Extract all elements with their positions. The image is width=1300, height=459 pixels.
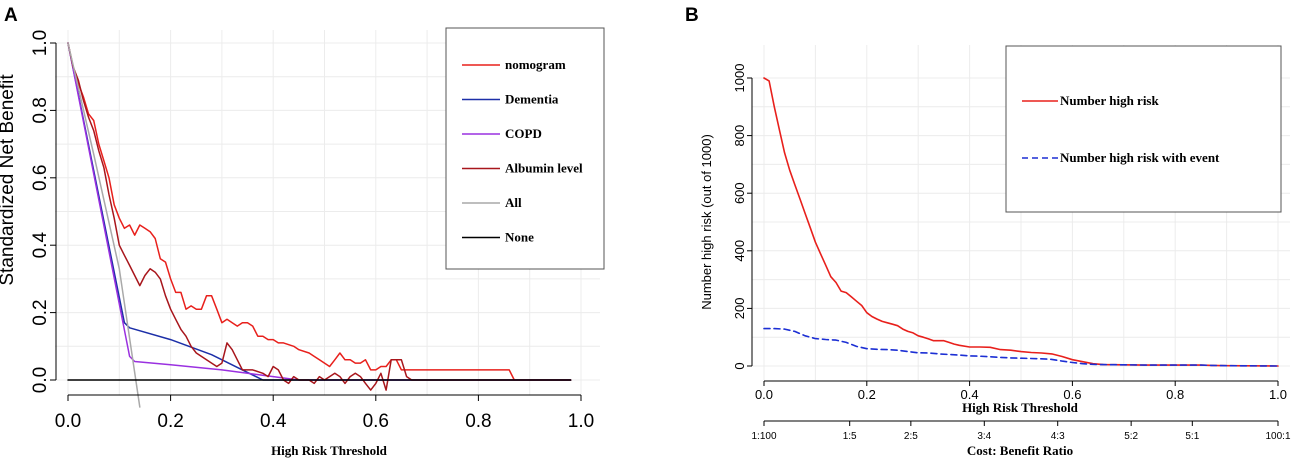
panel-a-y-ticks: 0.0 0.2 0.4 0.6 0.8 1.0 xyxy=(30,30,56,393)
panel-a-y-axis-title: Standardized Net Benefit xyxy=(0,74,18,286)
panel-b-legend-label: Number high risk with event xyxy=(1060,150,1220,165)
panel-b-cost-benefit-tick-label: 2:5 xyxy=(904,431,918,442)
panel-a-y-tick-label: 0.4 xyxy=(30,232,51,259)
panel-a-axes xyxy=(55,43,581,396)
panel-b-y-axis-title: Number high risk (out of 1000) xyxy=(699,134,714,310)
panel-a-legend-label: None xyxy=(505,230,534,245)
panel-a-series xyxy=(67,42,572,408)
panel-b-cost-benefit-tick-label: 5:2 xyxy=(1124,431,1138,442)
panel-a-y-tick-label: 0.2 xyxy=(30,299,51,325)
panel-b-y-tick-label: 1000 xyxy=(732,64,747,93)
panel-b-cost-benefit-tick-label: 4:3 xyxy=(1051,431,1065,442)
panel-b-y-ticks: 0 200 400 600 800 1000 xyxy=(732,64,752,370)
panel-b-x-tick-label: 0.8 xyxy=(1166,387,1184,402)
panel-b-cost-benefit-tick-label: 3:4 xyxy=(977,431,991,442)
panel-b-label: B xyxy=(685,5,699,26)
panel-b-series-number-high-risk-with-event xyxy=(763,327,1279,367)
panel-b-x-tick-label: 0.0 xyxy=(755,387,773,402)
panel-a-legend-label: All xyxy=(505,195,522,210)
panel-a-legend-label: COPD xyxy=(505,126,542,141)
panel-b-cost-benefit-tick-label: 100:1 xyxy=(1265,431,1290,442)
panel-a-y-tick-label: 0.0 xyxy=(30,367,51,393)
panel-a-y-tick-label: 0.8 xyxy=(30,97,51,123)
panel-a-label: A xyxy=(4,5,18,26)
panel-b-y-tick-label: 0 xyxy=(732,362,747,369)
panel-a-legend-label: Albumin level xyxy=(505,161,583,176)
panel-b-x-tick-label: 0.4 xyxy=(961,387,979,402)
panel-b-cost-benefit-axis: 1:100 1:5 2:5 3:4 4:3 5:2 5:1 100:1 xyxy=(751,420,1291,442)
panel-a-y-tick-label: 0.6 xyxy=(30,165,51,191)
panel-b-series-number-high-risk xyxy=(763,77,1279,367)
panel-a-series-nomogram xyxy=(67,42,572,381)
panel-a-legend-label: Dementia xyxy=(505,92,559,107)
panel-b-y-tick-label: 600 xyxy=(732,182,747,204)
panel-b-chart: 0.0 0.2 0.4 0.6 0.8 1.0 0 200 400 600 800 1000 Hig… xyxy=(699,45,1291,458)
panel-b-cost-benefit-tick-label: 1:5 xyxy=(843,431,857,442)
panel-a-chart: 0.0 0.2 0.4 0.6 0.8 1.0 0.0 0.2 0.4 0.6 0.8 1.0 Hi… xyxy=(0,27,605,458)
panel-b-legend-label: Number high risk xyxy=(1060,93,1159,108)
panel-b-x-axis-title: High Risk Threshold xyxy=(962,400,1079,415)
panel-a-legend: nomogram Dementia COPD Albumin level All None xyxy=(445,27,605,270)
panel-b-x-tick-label: 0.2 xyxy=(858,387,876,402)
panel-a-x-tick-label: 0.4 xyxy=(260,411,287,432)
panel-a-legend-label: nomogram xyxy=(505,57,566,72)
panel-a-legend-box xyxy=(445,27,605,270)
panel-a-x-tick-label: 0.2 xyxy=(157,411,183,432)
panel-a-x-ticks: 0.0 0.2 0.4 0.6 0.8 1.0 xyxy=(55,395,594,432)
panel-a-x-tick-label: 0.8 xyxy=(465,411,491,432)
panel-b-y-tick-label: 200 xyxy=(732,298,747,320)
panel-b-legend-box xyxy=(1005,45,1282,213)
panel-b-x-tick-label: 0.6 xyxy=(1063,387,1081,402)
panel-b-legend: Number high risk Number high risk with ev… xyxy=(1005,45,1282,213)
panel-b-secondary-axis-title: Cost: Benefit Ratio xyxy=(967,443,1073,458)
panel-a-series-albumin-level xyxy=(67,42,572,391)
panel-b-axes xyxy=(751,78,1278,382)
panel-a-x-tick-label: 0.6 xyxy=(363,411,389,432)
panel-b-y-tick-label: 400 xyxy=(732,240,747,262)
panel-b-x-tick-label: 1.0 xyxy=(1269,387,1287,402)
panel-b-x-ticks: 0.0 0.2 0.4 0.6 0.8 1.0 xyxy=(755,381,1287,402)
panel-a-x-axis-title: High Risk Threshold xyxy=(271,443,388,458)
panel-b-cost-benefit-tick-label: 5:1 xyxy=(1185,431,1199,442)
panel-a-x-tick-label: 1.0 xyxy=(568,411,594,432)
panel-a-series-all xyxy=(67,42,141,408)
panel-b-series xyxy=(763,77,1279,367)
panel-a-x-tick-label: 0.0 xyxy=(55,411,81,432)
panel-b-cost-benefit-tick-label: 1:100 xyxy=(751,431,776,442)
panel-a-y-tick-label: 1.0 xyxy=(30,30,51,56)
panel-b-y-tick-label: 800 xyxy=(732,125,747,147)
